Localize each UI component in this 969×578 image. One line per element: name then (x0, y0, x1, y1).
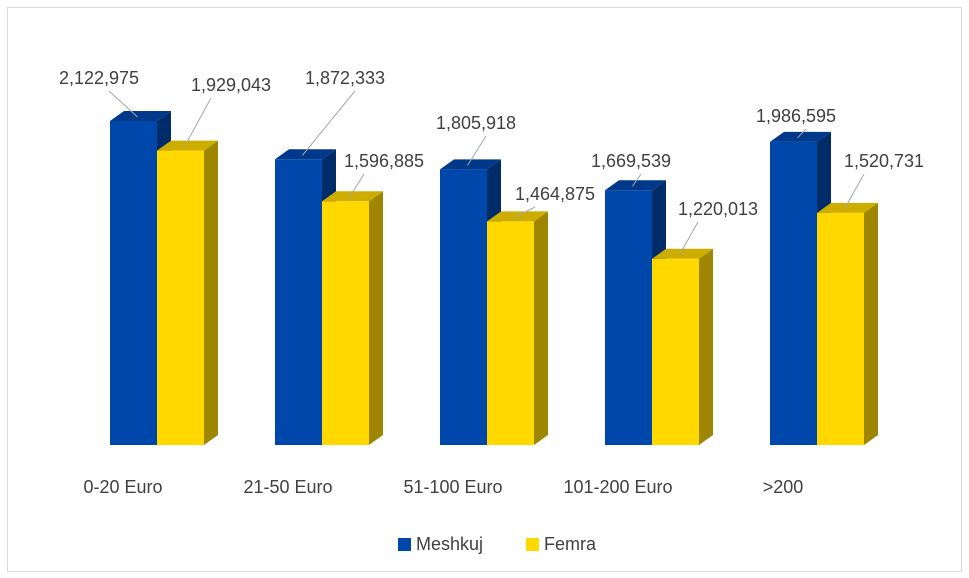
bar (652, 258, 699, 445)
legend-label: Femra (544, 534, 597, 554)
data-label: 1,596,885 (344, 151, 424, 171)
bar (770, 141, 817, 445)
bar-side (534, 211, 548, 445)
bar-top (157, 140, 218, 151)
bar-side (699, 248, 713, 445)
bar-top (605, 180, 666, 191)
bar (440, 169, 487, 445)
x-tick-label: >200 (763, 477, 804, 497)
bar-top (770, 131, 831, 142)
data-label: 1,986,595 (756, 106, 836, 126)
data-label: 1,669,539 (591, 151, 671, 171)
bar-side (204, 140, 218, 445)
leader-line (632, 173, 642, 187)
bar-top (817, 202, 878, 213)
bar-side (369, 191, 383, 445)
data-label: 1,929,043 (191, 75, 271, 95)
leader-line (467, 135, 487, 166)
x-tick-label: 0-20 Euro (83, 477, 162, 497)
bar-top (110, 111, 171, 121)
bar (157, 150, 204, 445)
bar-side (864, 202, 878, 445)
data-label: 1,520,731 (844, 151, 924, 171)
bar (110, 121, 157, 445)
data-label: 2,122,975 (59, 68, 139, 88)
bar (487, 221, 534, 445)
data-label: 1,464,875 (515, 184, 595, 204)
x-tick-label: 21-50 Euro (243, 477, 332, 497)
leader-line (349, 173, 365, 198)
leader-line (108, 90, 138, 118)
data-label: 1,872,333 (305, 68, 385, 88)
bar (605, 190, 652, 445)
legend-label: Meshkuj (416, 534, 483, 554)
x-tick-label: 101-200 Euro (563, 477, 672, 497)
data-label: 1,805,918 (436, 113, 516, 133)
bar-top (322, 191, 383, 202)
legend-swatch (398, 538, 411, 551)
x-tick-label: 51-100 Euro (403, 477, 502, 497)
leader-line (302, 90, 356, 156)
leader-line (797, 128, 807, 139)
leader-line (679, 221, 699, 256)
legend-swatch (526, 538, 539, 551)
leader-line (514, 206, 536, 218)
bar (322, 201, 369, 445)
bar (275, 159, 322, 445)
bar-top (275, 149, 336, 160)
bar (817, 212, 864, 445)
leader-line (844, 173, 865, 210)
bar-top (440, 159, 501, 170)
bar-top (652, 248, 713, 259)
leader-line (184, 97, 212, 147)
data-label: 1,220,013 (678, 199, 758, 219)
